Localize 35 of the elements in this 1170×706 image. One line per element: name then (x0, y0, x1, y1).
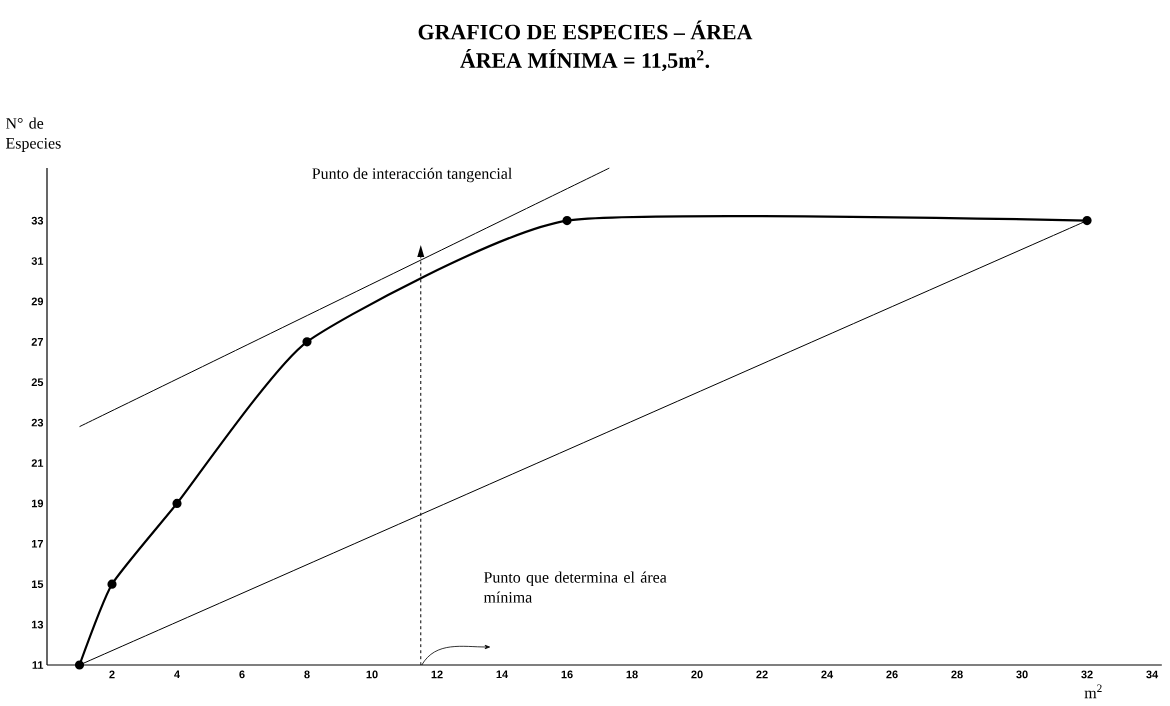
chart-subtitle: ÁREA MÍNIMA = 11,5m$^{2}$. (460, 48, 710, 72)
y-tick-label: 29 (31, 297, 44, 306)
y-tick-label: 25 (31, 378, 44, 387)
x-tick-label: 4 (174, 670, 180, 679)
x-tick-label: 14 (496, 670, 509, 679)
y-tick-label: 19 (31, 499, 44, 508)
x-tick-label: 12 (431, 670, 443, 679)
x-tick-label: 32 (1081, 670, 1093, 679)
y-tick-label: 33 (31, 216, 44, 225)
x-tick-label: 26 (886, 670, 898, 679)
x-axis-title: m$^{2}$ (1084, 684, 1102, 699)
x-tick-label: 2 (109, 670, 115, 679)
x-tick-label: 22 (756, 670, 768, 679)
y-tick-label: 21 (31, 459, 44, 467)
annotation: Punto de interacción tangencial (312, 167, 512, 183)
annotation: Punto que determina el área mínima (483, 571, 667, 603)
y-tick-label: 27 (31, 337, 43, 346)
x-tick-label: 18 (626, 670, 638, 679)
x-tick-label: 24 (821, 670, 834, 679)
y-tick-label: 11 (32, 661, 44, 669)
y-tick-label: 31 (31, 257, 44, 265)
x-tick-label: 10 (366, 670, 378, 679)
y-tick-label: 15 (31, 580, 44, 589)
y-tick-label: 23 (31, 418, 44, 427)
x-tick-label: 16 (561, 670, 573, 679)
chart-title: GRAFICO DE ESPECIES – ÁREA (418, 20, 753, 40)
x-tick-label: 30 (1016, 670, 1028, 679)
x-tick-label: 28 (951, 670, 963, 679)
x-tick-label: 20 (691, 670, 703, 679)
y-tick-label: 13 (31, 620, 44, 629)
y-tick-label: 17 (31, 540, 43, 548)
y-axis-title: N° de Especies (5, 117, 61, 152)
x-tick-label: 34 (1146, 670, 1159, 679)
x-tick-label: 6 (239, 670, 245, 679)
x-tick-label: 8 (304, 670, 310, 679)
